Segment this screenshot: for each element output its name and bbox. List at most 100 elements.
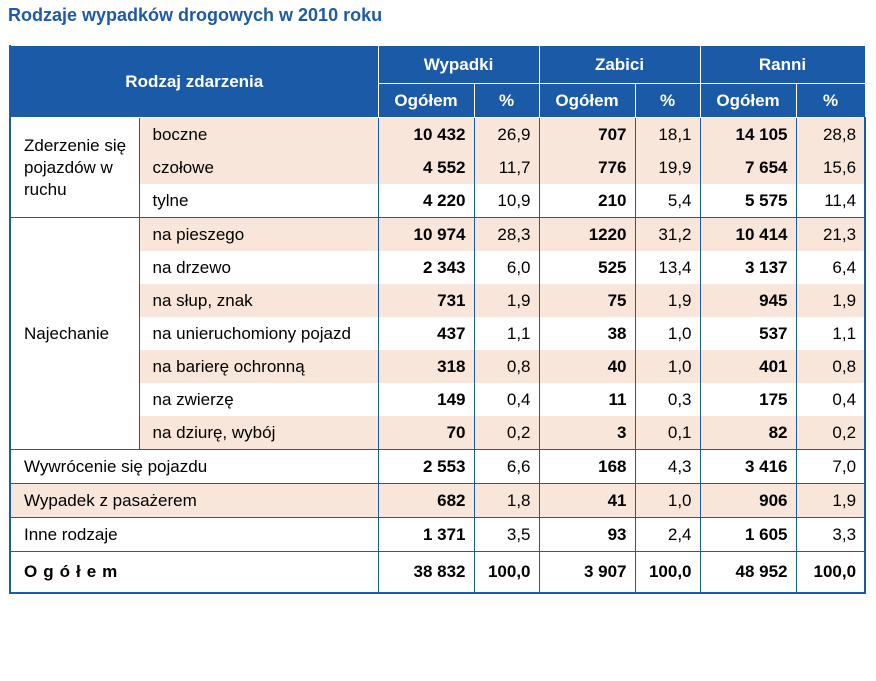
total-percent-cell: 100,0	[473, 551, 540, 594]
percent-cell: 28,3	[473, 217, 540, 251]
total-percent-cell: 100,0	[795, 551, 866, 594]
count-cell: 707	[538, 117, 636, 151]
count-cell: 10 414	[699, 217, 797, 251]
count-cell: 945	[699, 284, 797, 317]
table-row: na unieruchomiony pojazd 437 1,1 38 1,0 537 1,…	[10, 317, 866, 350]
count-cell: 318	[377, 350, 475, 383]
percent-cell: 10,9	[473, 184, 540, 218]
table-row: na dziurę, wybój 70 0,2 3 0,1 82 0,2	[10, 416, 866, 450]
percent-cell: 31,2	[634, 217, 701, 251]
percent-cell: 1,0	[634, 350, 701, 383]
count-cell: 82	[699, 416, 797, 450]
subheader-pct: %	[795, 83, 866, 118]
table-row: Inne rodzaje 1 371 3,5 93 2,4 1 605 3,3	[9, 517, 866, 552]
percent-cell: 6,4	[795, 251, 866, 284]
table-row: na słup, znak 731 1,9 75 1,9 945 1,9	[10, 284, 866, 317]
count-cell: 4 552	[377, 151, 475, 184]
category-cell: Wywrócenie się pojazdu	[9, 449, 379, 484]
total-count-cell: 48 952	[699, 551, 797, 594]
total-count-cell: 3 907	[538, 551, 636, 594]
percent-cell: 15,6	[795, 151, 866, 184]
table-row: Wywrócenie się pojazdu 2 553 6,6 168 4,3 3 41…	[9, 449, 866, 484]
table-row: tylne 4 220 10,9 210 5,4 5 575 11,4	[10, 184, 866, 218]
total-row: Ogółem 38 832 100,0 3 907 100,0 48 952 100,0	[9, 551, 866, 594]
count-cell: 1 371	[377, 517, 475, 552]
percent-cell: 26,9	[473, 117, 540, 151]
count-cell: 3 416	[699, 449, 797, 484]
percent-cell: 2,4	[634, 517, 701, 552]
table-row: Najechanie na pieszego 10 974 28,3 1220 31,2 1…	[9, 217, 866, 450]
count-cell: 70	[377, 416, 475, 450]
percent-cell: 18,1	[634, 117, 701, 151]
count-cell: 3 137	[699, 251, 797, 284]
count-cell: 5 575	[699, 184, 797, 218]
percent-cell: 1,9	[795, 483, 866, 518]
subheader-pct: %	[473, 83, 540, 118]
count-cell: 10 432	[377, 117, 475, 151]
percent-cell: 1,8	[473, 483, 540, 518]
percent-cell: 1,9	[634, 284, 701, 317]
subcategory-cell: na drzewo	[138, 251, 379, 284]
subcategory-cell: czołowe	[138, 151, 379, 184]
percent-cell: 4,3	[634, 449, 701, 484]
header-wypadki: Wypadki	[377, 45, 540, 84]
header-ranni: Ranni	[699, 45, 866, 84]
count-cell: 4 220	[377, 184, 475, 218]
percent-cell: 1,9	[795, 284, 866, 317]
percent-cell: 0,1	[634, 416, 701, 450]
count-cell: 7 654	[699, 151, 797, 184]
percent-cell: 0,4	[795, 383, 866, 416]
percent-cell: 28,8	[795, 117, 866, 151]
category-cell: Najechanie	[9, 217, 140, 450]
percent-cell: 5,4	[634, 184, 701, 218]
percent-cell: 0,8	[473, 350, 540, 383]
count-cell: 10 974	[377, 217, 475, 251]
total-percent-cell: 100,0	[634, 551, 701, 594]
percent-cell: 0,4	[473, 383, 540, 416]
percent-cell: 1,0	[634, 483, 701, 518]
subcategory-cell: na unieruchomiony pojazd	[138, 317, 379, 350]
count-cell: 175	[699, 383, 797, 416]
table-row: Wypadek z pasażerem 682 1,8 41 1,0 906 1,9	[9, 483, 866, 518]
count-cell: 525	[538, 251, 636, 284]
category-cell: Inne rodzaje	[9, 517, 379, 552]
percent-cell: 0,2	[795, 416, 866, 450]
percent-cell: 1,0	[634, 317, 701, 350]
total-count-cell: 38 832	[377, 551, 475, 594]
table-row: czołowe 4 552 11,7 776 19,9 7 654 15,6	[10, 151, 866, 184]
percent-cell: 11,7	[473, 151, 540, 184]
percent-cell: 3,5	[473, 517, 540, 552]
count-cell: 437	[377, 317, 475, 350]
count-cell: 14 105	[699, 117, 797, 151]
count-cell: 906	[699, 483, 797, 518]
subcategory-cell: na dziurę, wybój	[138, 416, 379, 450]
total-label: Ogółem	[9, 551, 379, 594]
header-zabici: Zabici	[538, 45, 701, 84]
subheader-total: Ogółem	[377, 83, 475, 118]
count-cell: 41	[538, 483, 636, 518]
count-cell: 3	[538, 416, 636, 450]
subcategory-cell: boczne	[138, 117, 379, 151]
subheader-total: Ogółem	[538, 83, 636, 118]
percent-cell: 0,8	[795, 350, 866, 383]
count-cell: 210	[538, 184, 636, 218]
subcategory-cell: na barierę ochronną	[138, 350, 379, 383]
count-cell: 38	[538, 317, 636, 350]
percent-cell: 21,3	[795, 217, 866, 251]
subcategory-cell: na pieszego	[138, 217, 379, 251]
percent-cell: 0,2	[473, 416, 540, 450]
count-cell: 731	[377, 284, 475, 317]
count-cell: 11	[538, 383, 636, 416]
table-body: Zderzenie się pojazdów w ruchu boczne 10 4…	[9, 117, 866, 594]
count-cell: 2 343	[377, 251, 475, 284]
page-title: Rodzaje wypadków drogowych w 2010 roku	[8, 5, 383, 25]
percent-cell: 13,4	[634, 251, 701, 284]
percent-cell: 6,0	[473, 251, 540, 284]
count-cell: 149	[377, 383, 475, 416]
count-cell: 75	[538, 284, 636, 317]
count-cell: 1220	[538, 217, 636, 251]
table-row: Zderzenie się pojazdów w ruchu boczne 10 4…	[9, 117, 866, 218]
percent-cell: 19,9	[634, 151, 701, 184]
subcategory-cell: na słup, znak	[138, 284, 379, 317]
count-cell: 401	[699, 350, 797, 383]
